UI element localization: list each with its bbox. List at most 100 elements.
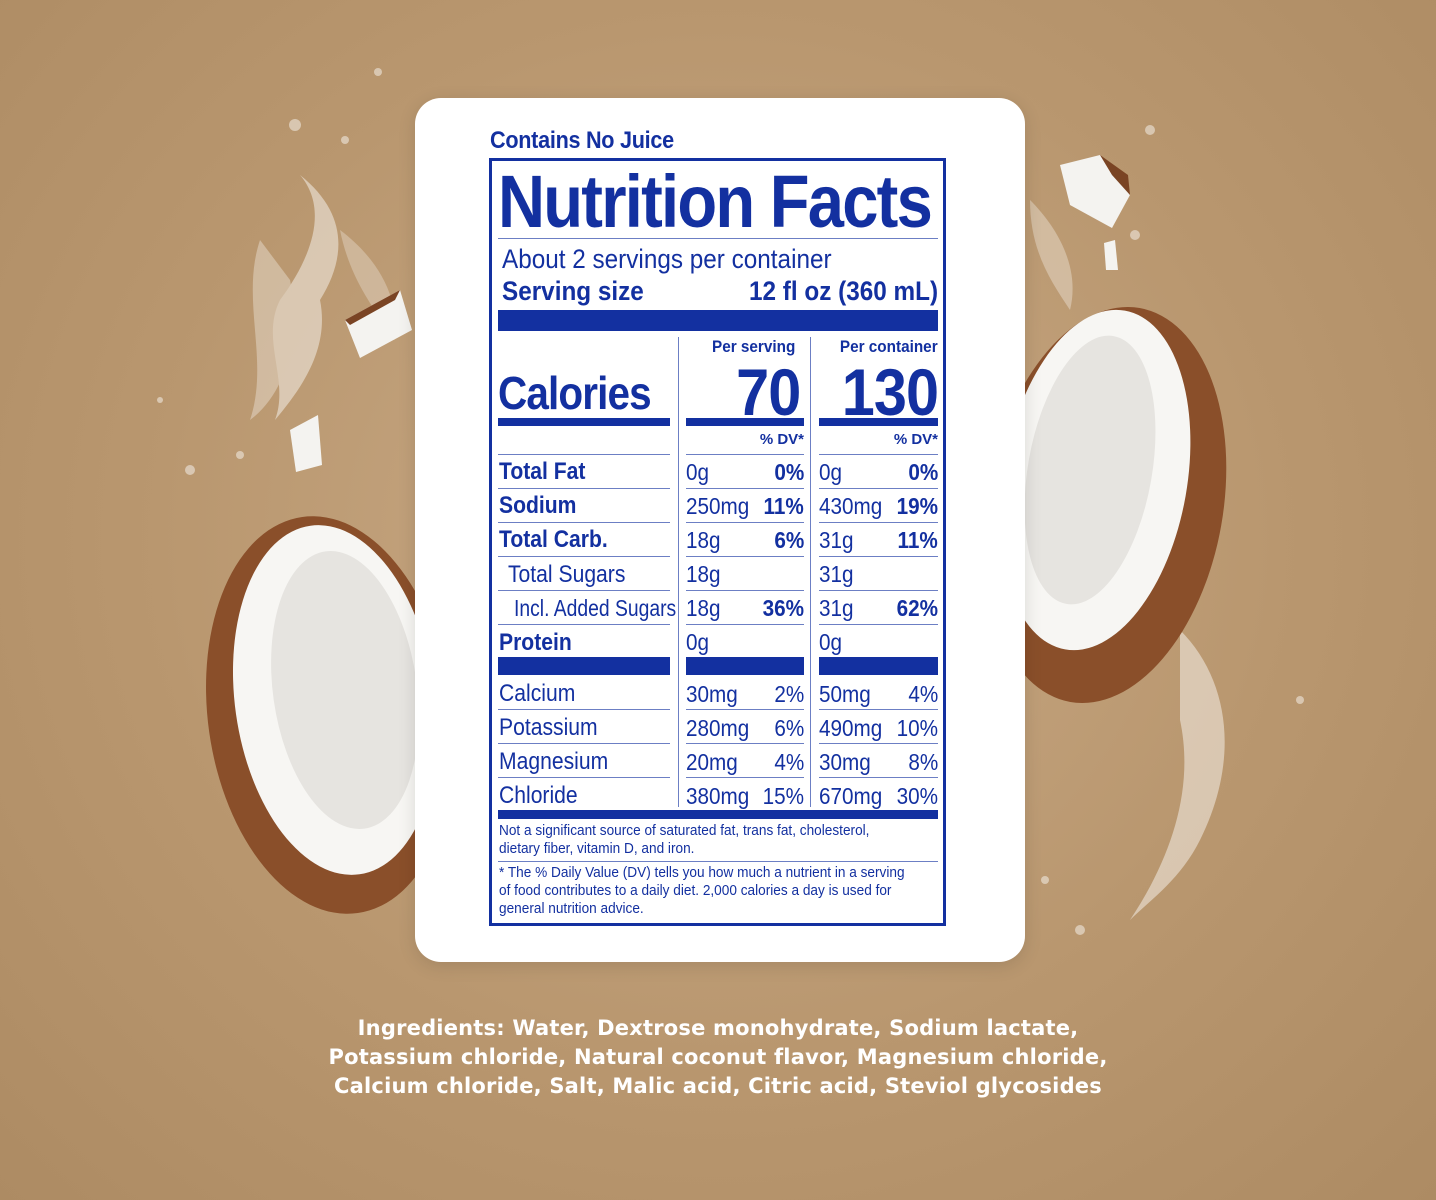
serving-dv: 6%	[774, 715, 804, 741]
nutrient-name: Protein	[499, 629, 572, 656]
thick-divider	[498, 810, 938, 819]
row-divider	[819, 777, 938, 778]
coconut-half-right	[983, 306, 1227, 704]
row-divider	[498, 488, 670, 489]
column-separator	[678, 337, 679, 807]
container-dv: 30%	[896, 783, 938, 809]
row-divider	[686, 556, 804, 557]
row-divider	[686, 777, 804, 778]
container-amount: 430mg	[819, 493, 883, 519]
coconut-half-left	[206, 516, 454, 914]
container-amount: 31g	[819, 527, 854, 553]
column-separator	[810, 337, 811, 807]
serving-dv: 0%	[774, 459, 804, 485]
row-divider	[498, 624, 670, 625]
contains-no-juice-tagline: Contains No Juice	[490, 127, 674, 154]
row-divider	[819, 454, 938, 455]
calories-rule	[498, 418, 670, 426]
serving-amount: 18g	[686, 527, 721, 553]
container-dv: 62%	[896, 595, 938, 621]
row-divider	[498, 777, 670, 778]
row-divider	[819, 590, 938, 591]
serving-amount: 280mg	[686, 715, 750, 741]
serving-amount: 0g	[686, 629, 710, 655]
serving-dv: 6%	[774, 527, 804, 553]
container-dv: 0%	[908, 459, 938, 485]
serving-dv: 36%	[762, 595, 804, 621]
row-divider	[498, 590, 670, 591]
footnote-not-significant: Not a significant source of saturated fa…	[499, 823, 870, 857]
row-divider	[819, 556, 938, 557]
per-container-header: Per container	[840, 337, 938, 356]
container-amount: 30mg	[819, 749, 871, 775]
calories-label: Calories	[498, 367, 652, 419]
nutrient-name: Sodium	[499, 492, 577, 519]
coconut-fragments	[290, 155, 1130, 472]
container-dv: 19%	[896, 493, 938, 519]
ingredients-text: Ingredients: Water, Dextrose monohydrate…	[318, 1014, 1118, 1101]
row-divider	[686, 743, 804, 744]
divider	[498, 861, 938, 862]
row-divider	[498, 709, 670, 710]
serving-dv: 2%	[774, 681, 804, 707]
container-dv: 4%	[908, 681, 938, 707]
row-divider	[686, 522, 804, 523]
mineral-name: Potassium	[499, 714, 598, 741]
row-divider	[498, 522, 670, 523]
mineral-name: Calcium	[499, 680, 576, 707]
thick-divider	[498, 657, 670, 675]
calories-rule	[686, 418, 804, 426]
nutrient-name: Incl. Added Sugars	[514, 595, 677, 621]
nutrient-name: Total Sugars	[508, 561, 626, 588]
calories-rule	[819, 418, 938, 426]
container-dv: 8%	[908, 749, 938, 775]
container-amount: 31g	[819, 561, 854, 587]
calories-per-serving: 70	[735, 355, 801, 429]
serving-amount: 30mg	[686, 681, 738, 707]
per-serving-header: Per serving	[712, 337, 796, 356]
row-divider	[686, 488, 804, 489]
serving-amount: 250mg	[686, 493, 750, 519]
footnote-daily-value: * The % Daily Value (DV) tells you how m…	[499, 865, 905, 917]
serving-size-value: 12 fl oz (360 mL)	[748, 276, 938, 306]
mineral-name: Chloride	[499, 782, 578, 809]
row-divider	[686, 624, 804, 625]
container-dv: 10%	[896, 715, 938, 741]
ingredients-list: Water, Dextrose monohydrate, Sodium lact…	[328, 1016, 1108, 1098]
serving-dv: 15%	[762, 783, 804, 809]
serving-amount: 20mg	[686, 749, 738, 775]
thick-divider	[498, 310, 938, 331]
dv-header-serving: % DV*	[759, 431, 804, 448]
dv-header-container: % DV*	[893, 431, 938, 448]
serving-size-label: Serving size	[502, 276, 644, 306]
servings-per-container: About 2 servings per container	[502, 244, 832, 274]
ingredients-label: Ingredients:	[357, 1016, 505, 1040]
serving-amount: 18g	[686, 561, 721, 587]
serving-dv: 4%	[774, 749, 804, 775]
container-amount: 50mg	[819, 681, 871, 707]
thick-divider	[686, 657, 804, 675]
thick-divider	[819, 657, 938, 675]
water-splash-left	[157, 68, 396, 475]
container-amount: 490mg	[819, 715, 883, 741]
nutrition-facts-panel	[489, 158, 946, 926]
row-divider	[686, 709, 804, 710]
row-divider	[498, 743, 670, 744]
container-dv: 11%	[897, 527, 938, 553]
container-amount: 0g	[819, 459, 843, 485]
container-amount: 670mg	[819, 783, 883, 809]
serving-amount: 0g	[686, 459, 710, 485]
serving-amount: 18g	[686, 595, 721, 621]
serving-dv: 11%	[763, 493, 804, 519]
row-divider	[498, 556, 670, 557]
divider	[498, 238, 938, 239]
row-divider	[819, 743, 938, 744]
row-divider	[498, 454, 670, 455]
container-amount: 31g	[819, 595, 854, 621]
row-divider	[686, 454, 804, 455]
row-divider	[819, 522, 938, 523]
water-splash-right	[1030, 125, 1304, 935]
container-amount: 0g	[819, 629, 843, 655]
row-divider	[819, 488, 938, 489]
